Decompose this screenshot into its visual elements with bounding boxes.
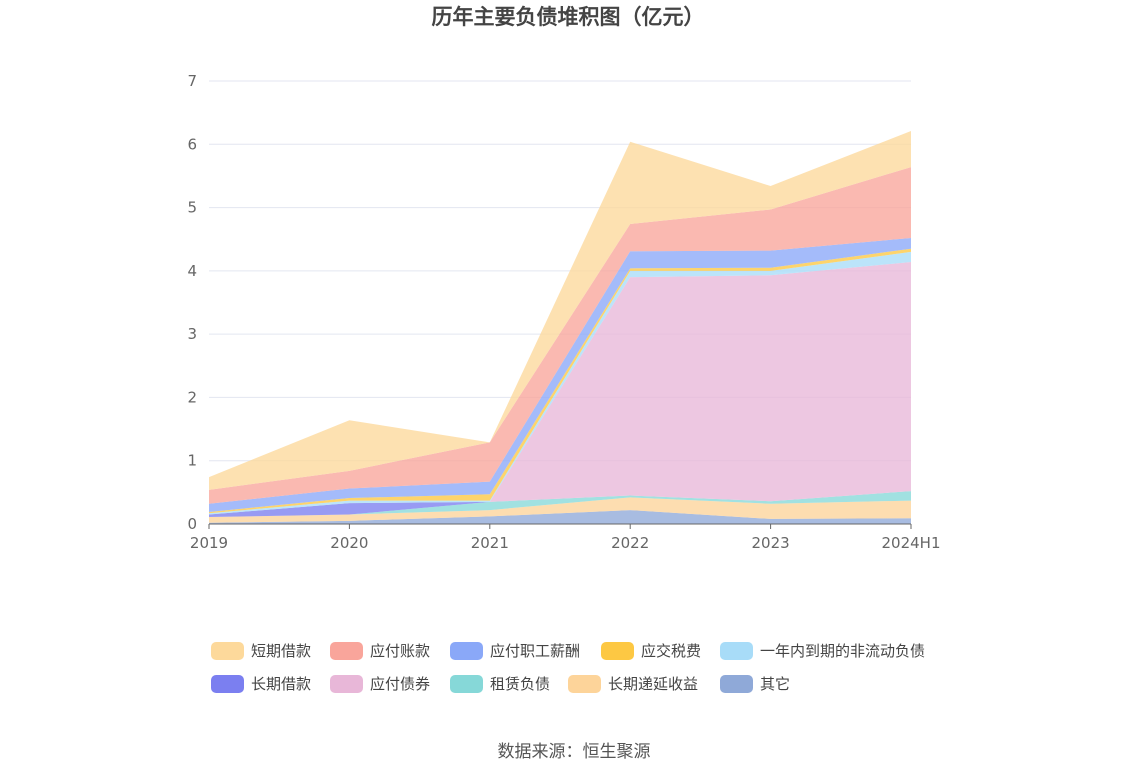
area-series-3 — [209, 237, 911, 512]
legend-label: 应付职工薪酬 — [490, 642, 580, 660]
legend-item[interactable]: 应付职工薪酬 — [450, 642, 580, 660]
legend-label: 租赁负债 — [490, 675, 550, 693]
legend-item[interactable]: 应交税费 — [601, 642, 701, 660]
area-series-2 — [209, 167, 911, 504]
legend-item[interactable]: 长期递延收益 — [568, 675, 698, 693]
legend-label: 其它 — [760, 675, 790, 693]
y-tick-label: 1 — [187, 452, 197, 470]
x-tick-label: 2024H1 — [882, 534, 941, 552]
legend-label: 一年内到期的非流动负债 — [760, 642, 925, 660]
area-series-group — [209, 130, 911, 524]
axes: 0 1 2 3 4 5 6 7 2019 2020 2021 2022 2023 2024H1 — [187, 72, 940, 552]
area-series-9 — [209, 497, 911, 523]
legend-item[interactable]: 一年内到期的非流动负债 — [720, 642, 925, 660]
legend-item[interactable]: 租赁负债 — [450, 675, 550, 693]
x-tick-label: 2019 — [190, 534, 228, 552]
y-tick-label: 3 — [187, 325, 197, 343]
legend-item[interactable]: 长期借款 — [211, 675, 311, 693]
legend-swatch — [568, 675, 601, 693]
legend-item[interactable]: 应付债券 — [330, 675, 430, 693]
y-tick-label: 5 — [187, 199, 197, 217]
chart-title: 历年主要负债堆积图（亿元） — [432, 5, 705, 29]
legend-swatch — [330, 642, 363, 660]
y-tick-label: 4 — [187, 262, 197, 280]
area-series-1 — [209, 130, 911, 490]
legend-swatch — [450, 675, 483, 693]
legend-swatch — [601, 642, 634, 660]
legend-swatch — [450, 642, 483, 660]
legend-label: 长期递延收益 — [608, 675, 698, 693]
legend-label: 短期借款 — [251, 642, 311, 660]
legend-item[interactable]: 短期借款 — [211, 642, 311, 660]
x-tick-label: 2021 — [471, 534, 509, 552]
legend-label: 应付账款 — [370, 642, 430, 660]
y-tick-label: 2 — [187, 388, 197, 406]
x-tick-label: 2020 — [330, 534, 368, 552]
legend-label: 应付债券 — [370, 675, 430, 693]
legend-item[interactable]: 应付账款 — [330, 642, 430, 660]
legend-swatch — [211, 642, 244, 660]
y-tick-label: 0 — [187, 515, 197, 533]
legend-label: 应交税费 — [641, 642, 701, 660]
legend-item[interactable]: 其它 — [720, 675, 790, 693]
legend-label: 长期借款 — [251, 675, 311, 693]
legend-swatch — [720, 675, 753, 693]
legend-swatch — [330, 675, 363, 693]
area-series-10 — [209, 510, 911, 524]
x-tick-label: 2023 — [752, 534, 790, 552]
legend-swatch — [211, 675, 244, 693]
y-tick-label: 6 — [187, 135, 197, 153]
data-source-note: 数据来源：恒生聚源 — [498, 742, 651, 762]
y-tick-label: 7 — [187, 72, 197, 90]
x-tick-label: 2022 — [611, 534, 649, 552]
legend-swatch — [720, 642, 753, 660]
